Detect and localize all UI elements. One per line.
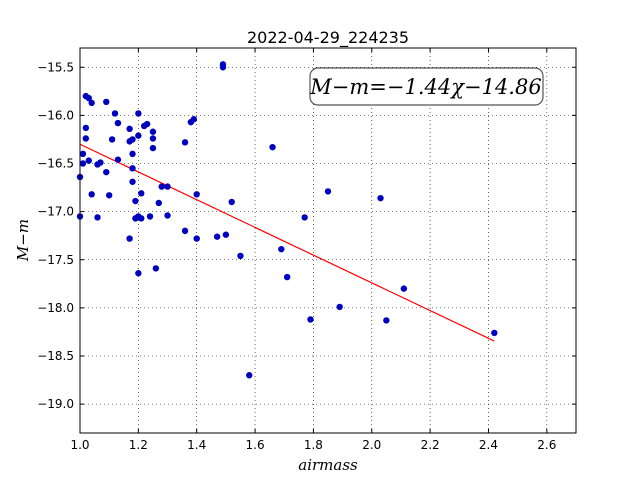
data-point <box>400 285 408 292</box>
data-point <box>126 125 133 133</box>
data-point <box>88 191 95 198</box>
data-point <box>94 214 101 221</box>
x-tick-label: 2.0 <box>362 438 381 452</box>
data-point <box>149 128 157 135</box>
data-point <box>283 273 291 281</box>
fit-annotation: M−m=−1.44χ−14.86 <box>309 67 544 106</box>
data-point <box>237 252 244 260</box>
data-point <box>85 157 92 164</box>
y-tick-label: −18.0 <box>37 301 74 315</box>
annotation-text: M−m=−1.44χ−14.86 <box>309 75 541 99</box>
data-point <box>97 159 104 166</box>
data-point <box>301 214 308 221</box>
data-point <box>155 199 162 207</box>
x-tick-label: 2.6 <box>537 438 556 452</box>
data-point <box>146 213 154 220</box>
data-point <box>129 178 136 185</box>
data-point <box>269 143 276 151</box>
data-point <box>491 329 498 337</box>
data-point <box>114 119 122 127</box>
data-point <box>129 165 136 172</box>
data-point <box>105 192 113 199</box>
data-point <box>138 190 145 197</box>
data-points <box>76 61 498 379</box>
y-tick-label: −16.0 <box>37 108 74 122</box>
data-point <box>377 194 384 202</box>
data-point <box>383 317 390 324</box>
data-point <box>114 156 122 163</box>
axis-ticks: 1.0 1.2 1.4 1.6 1.8 2.0 2.2 2.4 2.6 −15.5 −16.0 −16… <box>37 48 576 452</box>
x-tick-label: 2.2 <box>421 438 440 452</box>
data-point <box>111 110 119 117</box>
data-point <box>138 215 145 222</box>
y-tick-label: −16.5 <box>37 157 74 171</box>
data-point <box>79 160 87 167</box>
data-point <box>193 235 200 242</box>
data-point <box>82 124 90 132</box>
data-point <box>307 316 314 323</box>
annotation-box <box>309 67 544 106</box>
data-point <box>158 183 165 190</box>
data-point <box>88 99 95 107</box>
data-point <box>164 183 171 190</box>
y-axis-label: M−m <box>14 219 32 262</box>
x-tick-label: 2.4 <box>479 438 498 452</box>
data-point <box>149 135 157 142</box>
x-tick-label: 1.0 <box>70 438 89 452</box>
data-point <box>108 136 116 143</box>
data-point <box>181 139 189 146</box>
data-point <box>324 188 332 195</box>
data-point <box>152 265 160 272</box>
x-tick-label: 1.6 <box>246 438 265 452</box>
data-point <box>126 235 133 242</box>
x-tick-label: 1.2 <box>129 438 148 452</box>
data-point <box>336 303 343 311</box>
chart-title: 2022-04-29_224235 <box>247 28 409 48</box>
data-point <box>222 231 230 238</box>
x-tick-label: 1.8 <box>304 438 323 452</box>
data-point <box>129 136 136 143</box>
plot-frame <box>79 47 577 434</box>
data-point <box>228 198 235 206</box>
data-point <box>219 64 227 71</box>
x-tick-label: 1.4 <box>187 438 206 452</box>
data-point <box>149 144 157 152</box>
data-point <box>213 233 221 240</box>
data-point <box>129 150 136 158</box>
data-point <box>190 116 197 123</box>
data-point <box>143 120 151 128</box>
y-tick-label: −15.5 <box>37 60 74 74</box>
data-point <box>82 135 90 142</box>
data-point <box>103 168 110 176</box>
data-point <box>164 212 171 219</box>
fit-line <box>79 143 495 342</box>
data-point <box>135 132 142 139</box>
data-point <box>246 372 253 379</box>
data-point <box>79 150 87 158</box>
fit-line-group <box>79 143 495 342</box>
y-tick-label: −18.5 <box>37 349 74 363</box>
y-tick-label: −19.0 <box>37 397 74 411</box>
data-point <box>103 98 110 106</box>
y-tick-label: −17.0 <box>37 205 74 219</box>
data-point <box>135 110 142 117</box>
y-tick-label: −17.5 <box>37 253 74 267</box>
data-point <box>85 94 92 102</box>
data-point <box>181 227 189 235</box>
data-point <box>135 270 142 277</box>
data-point <box>193 191 200 198</box>
x-axis-label: airmass <box>298 456 358 474</box>
data-point <box>132 197 139 205</box>
data-point <box>278 245 285 253</box>
